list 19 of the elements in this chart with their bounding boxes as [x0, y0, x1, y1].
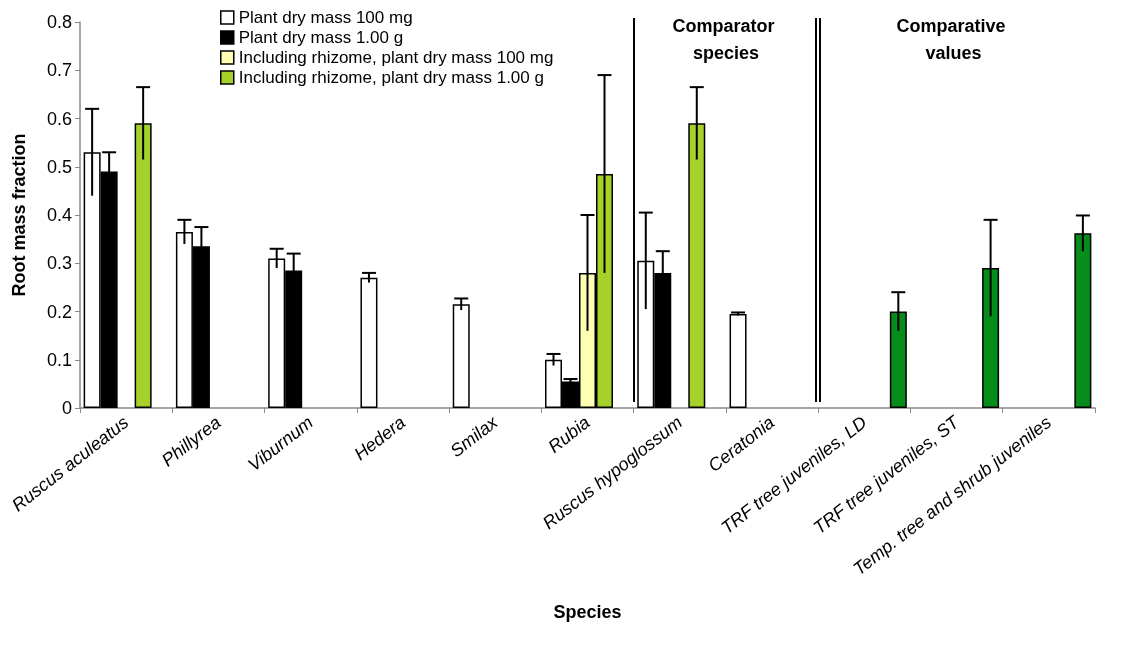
x-axis-title: Species: [553, 602, 622, 622]
y-tick-label: 0.8: [46, 12, 72, 32]
legend-label: Including rhizome, plant dry mass 100 mg: [238, 48, 554, 67]
y-tick-label: 0.2: [46, 301, 72, 322]
y-tick-label: 0.1: [46, 349, 72, 370]
y-tick-label: 0.7: [46, 60, 72, 81]
y-tick-label: 0: [61, 398, 72, 418]
legend-label: Including rhizome, plant dry mass 1.00 g: [238, 68, 544, 87]
bar: [729, 313, 747, 408]
y-tick-label: 0.4: [46, 205, 72, 225]
legend-label: Plant dry mass 1.00 g: [238, 28, 404, 47]
y-axis-title: Root mass fraction: [9, 133, 29, 297]
bar: [360, 277, 378, 408]
annotation: Comparator species: [672, 15, 780, 63]
y-tick-label: 0.5: [46, 156, 72, 177]
y-tick-label: 0.3: [46, 253, 72, 274]
legend-label: Plant dry mass 100 mg: [238, 8, 413, 27]
y-tick-label: 0.6: [46, 108, 72, 129]
annotation: Comparative values: [896, 15, 1011, 63]
